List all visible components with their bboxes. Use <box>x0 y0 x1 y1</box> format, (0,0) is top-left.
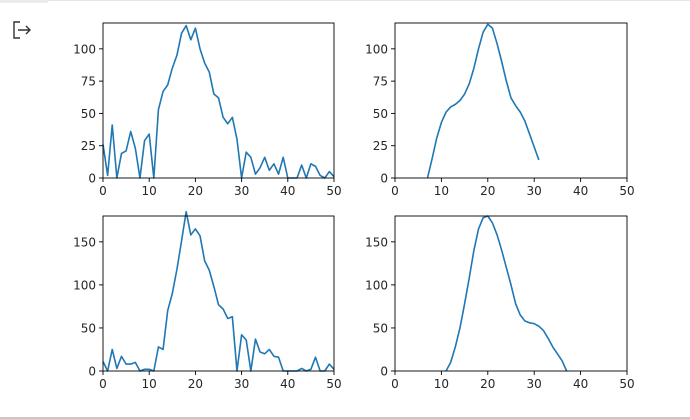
x-tick-label: 0 <box>99 377 107 391</box>
y-tick-label: 75 <box>373 75 388 89</box>
series-line-1 <box>102 24 335 179</box>
y-tick-label: 50 <box>373 321 388 335</box>
x-tick-label: 20 <box>188 184 203 198</box>
x-tick-label: 0 <box>391 377 399 391</box>
x-tick-label: 10 <box>142 377 157 391</box>
y-tick-label: 75 <box>81 75 96 89</box>
cell-tab <box>0 0 48 3</box>
x-tick-label: 30 <box>234 377 249 391</box>
x-tick-label: 20 <box>188 377 203 391</box>
output-arrow-icon[interactable] <box>12 20 34 40</box>
axes-frame-2 <box>394 22 628 179</box>
y-tick-label: 25 <box>373 139 388 153</box>
y-tick-label: 100 <box>73 278 96 292</box>
x-tick-label: 10 <box>142 184 157 198</box>
y-tick-label: 100 <box>73 42 96 56</box>
x-tick-label: 50 <box>619 377 634 391</box>
x-tick-label: 50 <box>326 377 341 391</box>
series-line-4 <box>445 215 568 372</box>
x-tick-label: 0 <box>99 184 107 198</box>
subplot-3: 0 10 20 30 40 50 0 50 100 150 <box>73 210 342 391</box>
y-tick-label: 50 <box>373 107 388 121</box>
y-tick-label: 25 <box>81 139 96 153</box>
x-tick-label: 30 <box>234 184 249 198</box>
x-tick-label: 40 <box>573 184 588 198</box>
y-tick-label: 0 <box>380 172 388 186</box>
x-tick-label: 20 <box>480 377 495 391</box>
x-tick-label: 30 <box>527 377 542 391</box>
axes-frame-1 <box>102 22 335 179</box>
y-tick-label: 50 <box>81 107 96 121</box>
x-tick-label: 20 <box>480 184 495 198</box>
y-tick-label: 100 <box>365 278 388 292</box>
y-tick-label: 100 <box>365 42 388 56</box>
y-tick-label: 0 <box>88 365 96 379</box>
y-tick-label: 150 <box>365 235 388 249</box>
bottom-border <box>0 417 690 419</box>
x-tick-label: 40 <box>280 184 295 198</box>
x-tick-label: 0 <box>391 184 399 198</box>
series-line-2 <box>426 23 540 179</box>
x-tick-label: 10 <box>434 184 449 198</box>
subplot-4: 0 10 20 30 40 50 0 50 100 150 <box>365 215 635 391</box>
y-tick-label: 50 <box>81 321 96 335</box>
y-tick-label: 0 <box>88 172 96 186</box>
x-tick-label: 50 <box>326 184 341 198</box>
x-tick-label: 40 <box>280 377 295 391</box>
y-tick-label: 0 <box>380 365 388 379</box>
axes-frame-3 <box>102 215 335 372</box>
top-border <box>0 0 690 1</box>
axes-frame-4 <box>394 215 628 372</box>
series-line-3 <box>102 210 335 372</box>
subplot-1: 0 10 20 30 40 50 0 25 50 75 100 <box>73 22 342 198</box>
y-tick-label: 150 <box>73 235 96 249</box>
x-tick-label: 10 <box>434 377 449 391</box>
x-tick-label: 50 <box>619 184 634 198</box>
subplot-2: 0 10 20 30 40 50 0 25 50 75 100 <box>365 22 635 198</box>
x-tick-label: 40 <box>573 377 588 391</box>
x-tick-label: 30 <box>527 184 542 198</box>
